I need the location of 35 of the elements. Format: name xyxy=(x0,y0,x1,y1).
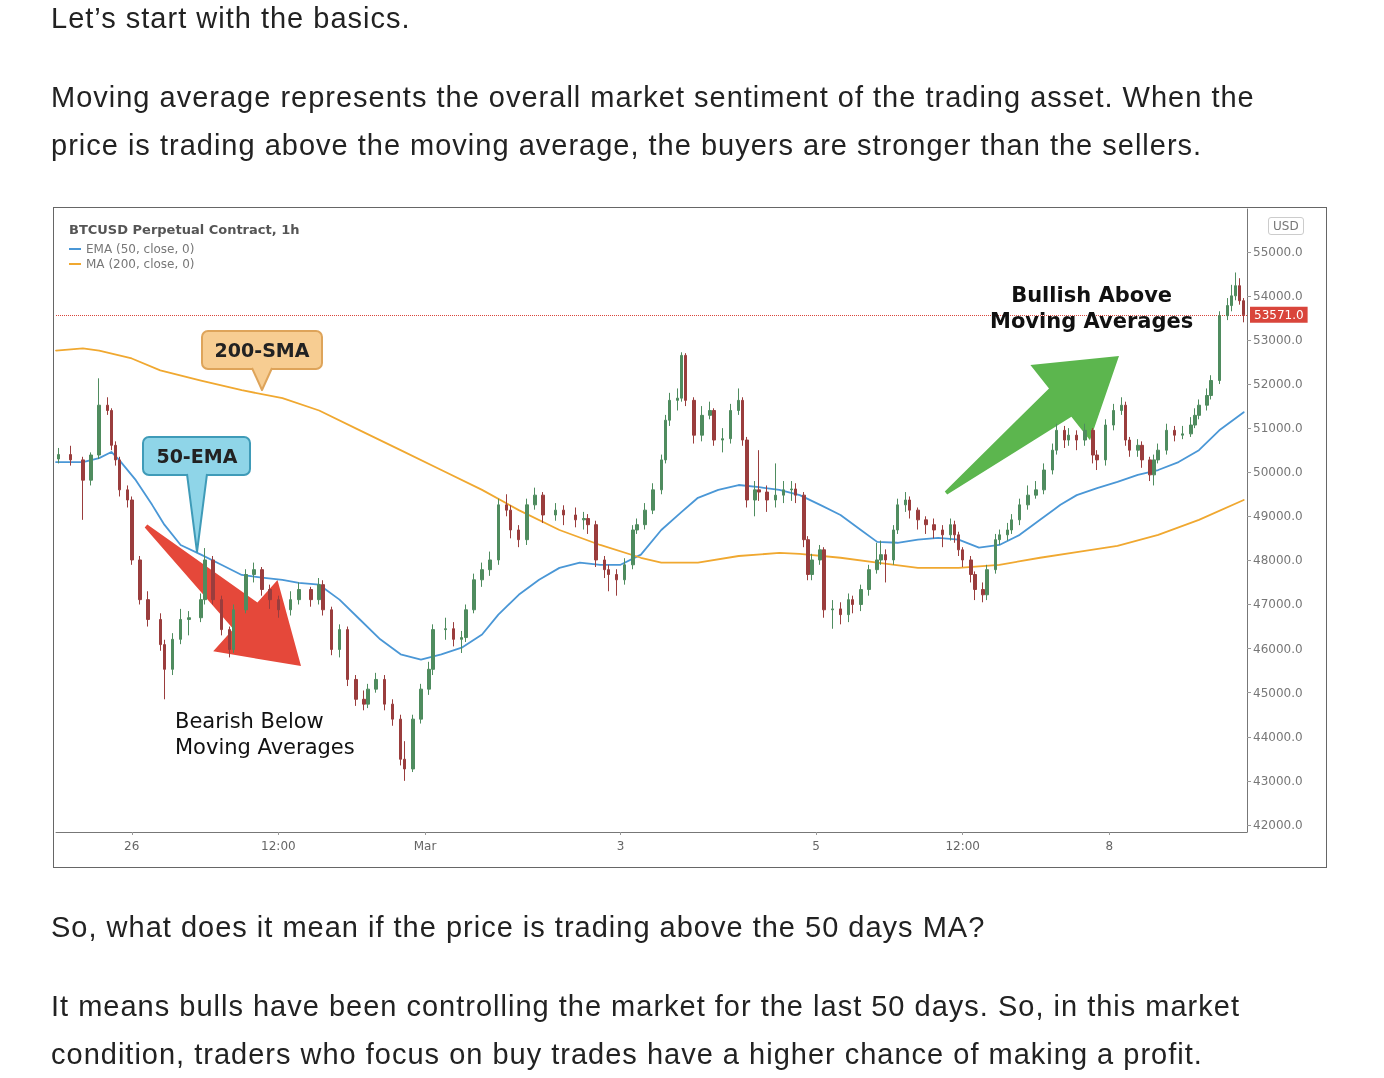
y-tick-label: 48000.0 xyxy=(1253,553,1303,568)
y-tick-label: 50000.0 xyxy=(1253,465,1303,480)
y-tick-label: 55000.0 xyxy=(1253,244,1303,259)
legend-label: MA (200, close, 0) xyxy=(86,257,195,271)
x-tick-label: 26 xyxy=(124,839,140,853)
x-tick-label: 12:00 xyxy=(945,839,980,853)
y-tick-label: 42000.0 xyxy=(1253,817,1303,832)
ref-line-label: 53571.0 xyxy=(1254,307,1304,322)
text: BTCUSD Perpetual Contract, 1h xyxy=(69,222,300,237)
annotation: Bearish Below Moving Averages xyxy=(175,708,355,760)
annotation: Bullish Above Moving Averages xyxy=(990,282,1194,334)
y-tick-label: 44000.0 xyxy=(1253,729,1303,744)
text: So, what does it mean if the price is trading above the 50 days MA? xyxy=(51,910,987,945)
x-tick-label: 3 xyxy=(616,839,625,853)
y-tick-label: 46000.0 xyxy=(1253,641,1303,656)
y-tick-label: 51000.0 xyxy=(1253,421,1303,436)
y-tick-label: 54000.0 xyxy=(1253,288,1303,303)
annotation: 200-SMA xyxy=(200,329,324,370)
y-tick-label: 49000.0 xyxy=(1253,509,1303,524)
text: Let’s start with the basics. xyxy=(51,1,412,36)
x-tick-label: Mar xyxy=(413,839,437,853)
legend-label: EMA (50, close, 0) xyxy=(86,242,195,256)
speech-bubble: 50-EMA xyxy=(142,435,252,553)
y-tick-label: 45000.0 xyxy=(1253,685,1303,700)
y-axis-title: USD xyxy=(1268,217,1304,235)
annotation: 50-EMA xyxy=(142,435,252,476)
y-tick-label: 53000.0 xyxy=(1253,332,1303,347)
text: Moving average represents the overall market sentiment of the trading asset. When the price is trading above the moving average, the buyers are stronger than the sellers. xyxy=(51,80,1256,163)
y-tick-label: 52000.0 xyxy=(1253,377,1303,392)
x-tick-label: 5 xyxy=(812,839,820,853)
y-tick-label: 43000.0 xyxy=(1253,773,1303,788)
y-tick-label: 47000.0 xyxy=(1253,597,1303,612)
text: It means bulls have been controlling the market for the last 50 days. So, in this market condition, traders who focus on buy trades have a higher chance of making a profit. xyxy=(51,989,1241,1072)
x-tick-label: 12:00 xyxy=(261,839,296,853)
x-tick-label: 8 xyxy=(1105,839,1114,853)
